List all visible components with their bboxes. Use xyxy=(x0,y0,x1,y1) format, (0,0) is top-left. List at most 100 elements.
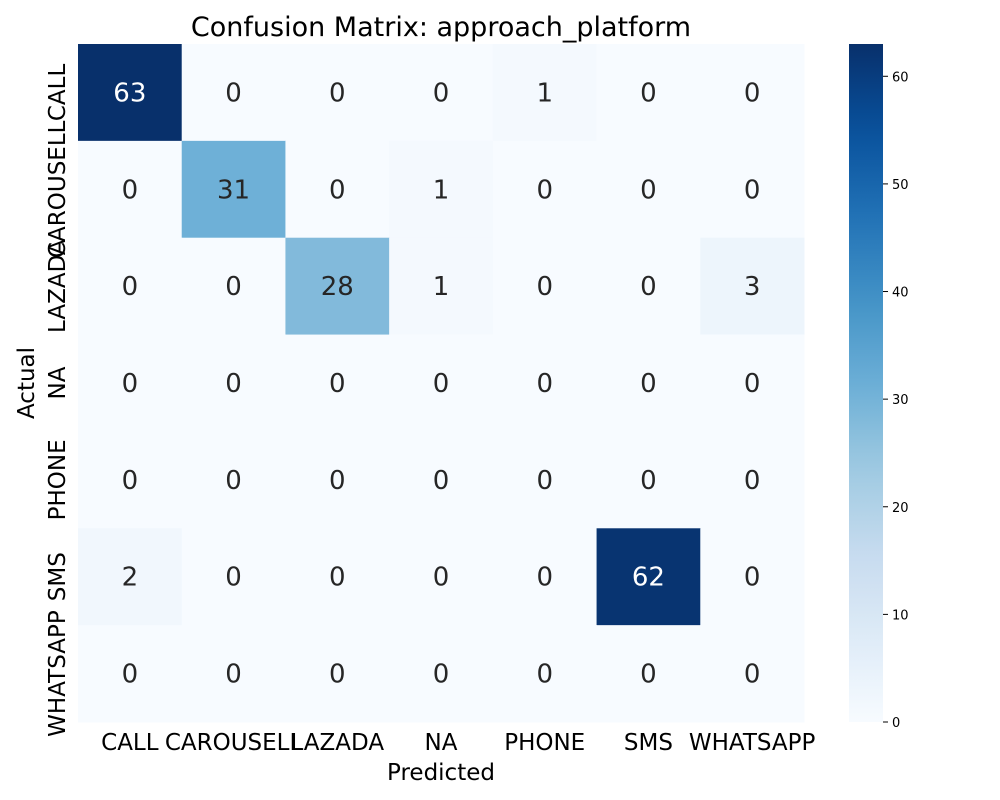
heatmap-cells: 63 0 0 0 1 0 0 0 31 0 1 0 0 0 0 0 28 1 0 0 3 0 0 0 0 0 0 0 0 0 0 0 0 0 0 2 0… xyxy=(78,44,805,723)
cell-value: 0 xyxy=(744,466,761,496)
cell-value: 0 xyxy=(122,466,139,496)
cell-value: 0 xyxy=(640,175,657,205)
cell-value: 0 xyxy=(329,369,346,399)
cell-value: 0 xyxy=(122,660,139,690)
heatmap-cell xyxy=(596,431,701,529)
cell-value: 0 xyxy=(744,369,761,399)
cell-value: 0 xyxy=(433,78,450,108)
heatmap-cell xyxy=(389,625,494,723)
colorbar-tick-label: 20 xyxy=(892,501,909,516)
cell-value: 0 xyxy=(744,78,761,108)
x-tick-label: PHONE xyxy=(504,730,585,756)
heatmap-cell xyxy=(285,625,390,723)
heatmap-cell xyxy=(492,625,598,723)
cell-value: 0 xyxy=(122,272,139,302)
cell-value: 0 xyxy=(225,272,242,302)
chart-title: Confusion Matrix: approach_platform xyxy=(191,12,691,43)
cell-value: 0 xyxy=(640,78,657,108)
colorbar-tick-label: 60 xyxy=(892,70,909,85)
heatmap-cell xyxy=(285,44,390,142)
x-tick-label: SMS xyxy=(624,730,673,756)
heatmap-cell xyxy=(700,431,805,529)
heatmap-cell xyxy=(78,334,183,432)
cell-value: 3 xyxy=(744,272,761,302)
heatmap-cell xyxy=(596,237,701,336)
cell-value: 0 xyxy=(640,272,657,302)
cell-value: 62 xyxy=(632,563,665,593)
colorbar-tick-label: 40 xyxy=(892,286,909,301)
heatmap-cell xyxy=(492,528,598,626)
heatmap-cell xyxy=(285,334,390,432)
y-tick-label: PHONE xyxy=(45,439,71,520)
heatmap-cell xyxy=(596,528,701,626)
heatmap-cell xyxy=(596,625,701,723)
heatmap-cell xyxy=(78,625,183,723)
cell-value: 0 xyxy=(536,175,553,205)
heatmap-cell xyxy=(700,625,805,723)
colorbar-ticks: 0 10 20 30 40 50 60 xyxy=(883,70,909,731)
heatmap-cell xyxy=(596,44,701,142)
cell-value: 0 xyxy=(433,369,450,399)
heatmap-cell xyxy=(596,140,701,239)
cell-value: 0 xyxy=(744,660,761,690)
cell-value: 0 xyxy=(640,369,657,399)
x-tick-label: CALL xyxy=(101,730,159,756)
cell-value: 63 xyxy=(113,78,146,108)
cell-value: 0 xyxy=(225,78,242,108)
y-tick-label: SMS xyxy=(45,552,71,601)
x-tick-label: LAZADA xyxy=(290,730,384,756)
heatmap-cell xyxy=(181,625,286,723)
heatmap-cell xyxy=(285,237,390,336)
cell-value: 0 xyxy=(433,466,450,496)
heatmap-cell xyxy=(596,334,701,432)
heatmap-cell xyxy=(181,528,286,626)
cell-value: 0 xyxy=(329,563,346,593)
heatmap-cell xyxy=(389,44,494,142)
heatmap-cell xyxy=(700,237,805,336)
heatmap-cell xyxy=(181,431,286,529)
cell-value: 31 xyxy=(217,175,250,205)
cell-value: 1 xyxy=(433,175,450,205)
x-axis-label: Predicted xyxy=(387,760,495,786)
heatmap-cell xyxy=(389,431,494,529)
heatmap-cell xyxy=(181,237,286,336)
heatmap-cell xyxy=(492,237,598,336)
heatmap-cell xyxy=(389,140,494,239)
cell-value: 0 xyxy=(225,466,242,496)
colorbar-tick-label: 10 xyxy=(892,608,909,623)
y-tick-label: WHATSAPP xyxy=(45,610,71,737)
y-tick-label: CAROUSELL xyxy=(45,120,71,258)
heatmap-cell xyxy=(285,528,390,626)
cell-value: 0 xyxy=(122,369,139,399)
y-axis-label: Actual xyxy=(14,347,40,419)
heatmap-cell xyxy=(78,528,183,626)
heatmap-cell xyxy=(78,140,183,239)
cell-value: 0 xyxy=(329,466,346,496)
cell-value: 0 xyxy=(225,369,242,399)
cell-value: 0 xyxy=(536,660,553,690)
colorbar-tick-label: 50 xyxy=(892,178,909,193)
x-tick-label: NA xyxy=(425,730,458,756)
heatmap-cell xyxy=(700,334,805,432)
cell-value: 28 xyxy=(321,272,354,302)
colorbar-tick-label: 30 xyxy=(892,393,909,408)
x-tick-label: CAROUSELL xyxy=(165,730,303,756)
cell-value: 0 xyxy=(640,660,657,690)
heatmap-cell xyxy=(492,334,598,432)
heatmap-cell xyxy=(78,431,183,529)
cell-value: 0 xyxy=(433,660,450,690)
heatmap-cell xyxy=(285,431,390,529)
cell-value: 0 xyxy=(536,466,553,496)
cell-value: 0 xyxy=(744,563,761,593)
cell-value: 0 xyxy=(536,369,553,399)
heatmap-cell xyxy=(700,528,805,626)
heatmap-cell xyxy=(389,334,494,432)
y-tick-label: LAZADA xyxy=(45,239,71,333)
cell-value: 0 xyxy=(122,175,139,205)
cell-value: 0 xyxy=(225,563,242,593)
y-tick-label: NA xyxy=(45,366,71,399)
heatmap-cell xyxy=(700,140,805,239)
cell-value: 0 xyxy=(640,466,657,496)
